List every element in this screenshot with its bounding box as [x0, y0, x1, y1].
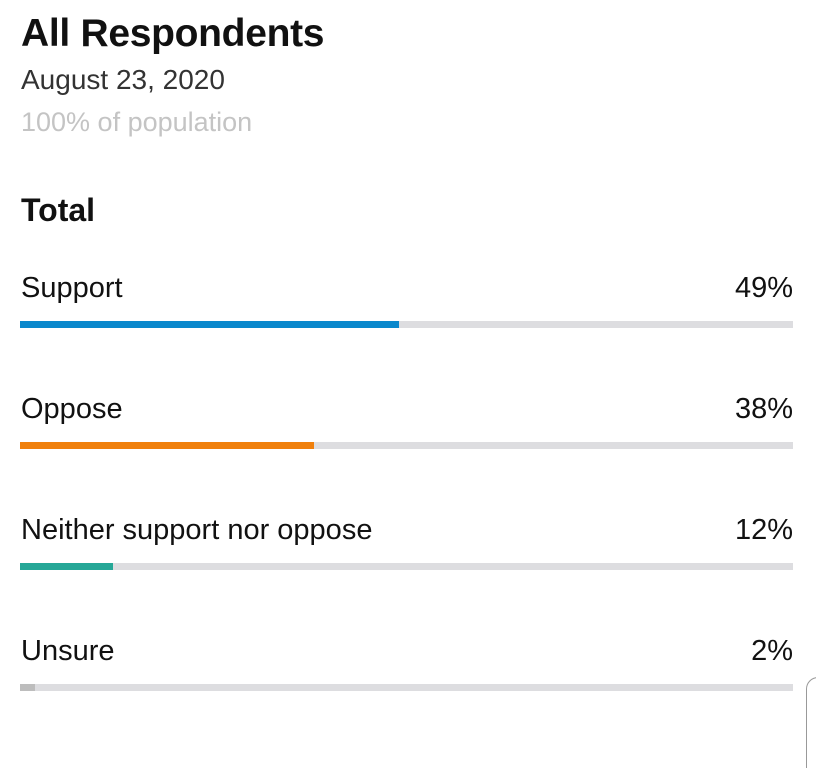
overlay-panel-edge: [806, 677, 816, 768]
section-title: Total: [21, 192, 96, 228]
result-value: 38%: [734, 393, 793, 425]
result-label: Support: [21, 272, 123, 304]
result-row-unsure: Unsure 2%: [20, 635, 793, 695]
result-value: 2%: [751, 635, 793, 667]
result-row-support: Support 49%: [20, 272, 793, 332]
result-bar-fill: [20, 442, 314, 449]
poll-date: August 23, 2020: [21, 64, 225, 95]
population-note: 100% of population: [21, 107, 253, 137]
result-bar-fill: [20, 563, 113, 570]
result-row-neither: Neither support nor oppose 12%: [20, 514, 793, 574]
result-bar-track: [20, 563, 793, 570]
result-bar-fill: [20, 321, 399, 328]
result-value: 49%: [734, 272, 793, 304]
result-bar-track: [20, 684, 793, 691]
result-value: 12%: [734, 514, 793, 546]
result-bar-track: [20, 321, 793, 328]
result-row-oppose: Oppose 38%: [20, 393, 793, 453]
result-label: Oppose: [21, 393, 123, 425]
page-title: All Respondents: [21, 12, 325, 55]
result-bar-fill: [20, 684, 36, 691]
result-bar-track: [20, 442, 793, 449]
result-label: Unsure: [21, 635, 115, 667]
result-label: Neither support nor oppose: [21, 514, 373, 546]
